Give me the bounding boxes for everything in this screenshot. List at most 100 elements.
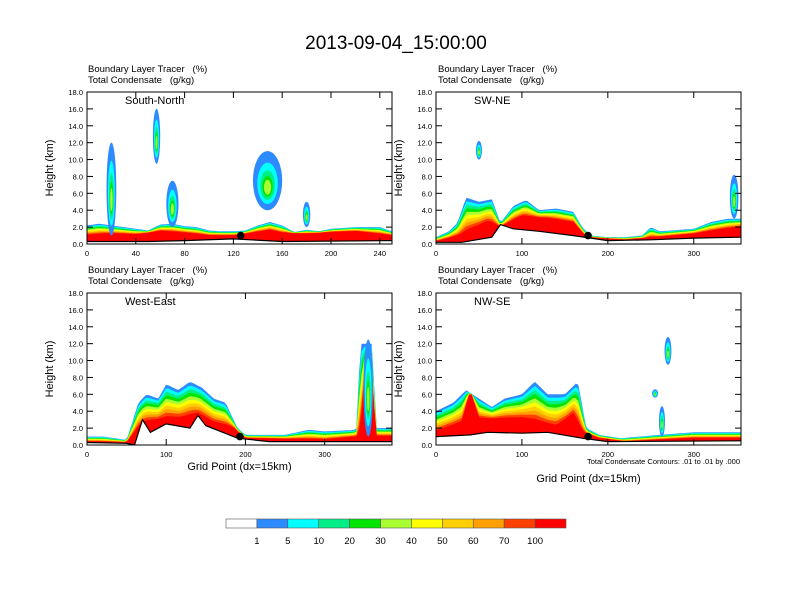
- x-tick-label: 300: [687, 450, 700, 459]
- y-tick-label: 12.0: [68, 139, 83, 148]
- colorbar-label: 5: [285, 536, 290, 547]
- x-tick-label: 0: [434, 249, 438, 258]
- colorbar-swatch: [318, 518, 350, 529]
- tracer-label: Boundary Layer Tracer (%): [88, 64, 208, 75]
- colorbar-swatch: [287, 518, 320, 529]
- y-tick-label: 18.0: [68, 289, 83, 298]
- colorbar-label: 60: [468, 536, 479, 547]
- colorbar-label: 50: [437, 536, 448, 547]
- x-tick-label: 240: [374, 249, 387, 258]
- colorbar-label: 1: [254, 536, 259, 547]
- colorbar-swatch: [349, 518, 381, 529]
- plume-4-level-5: [170, 203, 174, 215]
- y-tick-label: 4.0: [73, 407, 83, 416]
- x-tick-label: 0: [434, 450, 438, 459]
- x-tick-label: 100: [516, 450, 529, 459]
- y-tick-label: 16.0: [68, 306, 83, 315]
- x-tick-label: 120: [227, 249, 240, 258]
- y-tick-label: 0.0: [422, 240, 432, 249]
- y-tick-label: 0.0: [422, 441, 432, 450]
- y-tick-label: 18.0: [417, 88, 432, 97]
- x-tick-label: 300: [687, 249, 700, 258]
- panel-plot-area: [436, 140, 741, 244]
- x-tick-label: 300: [318, 450, 331, 459]
- y-tick-label: 10.0: [417, 357, 432, 366]
- condensate-label: Total Condensate (g/kg): [88, 75, 195, 86]
- terrain-fill: [436, 224, 741, 244]
- y-tick-label: 6.0: [73, 390, 83, 399]
- panel-plot-area: [87, 339, 392, 445]
- plume-2-level-5: [661, 420, 663, 429]
- colorbar-swatch: [472, 518, 505, 529]
- colorbar-label: 30: [375, 536, 386, 547]
- y-tick-label: 4.0: [422, 206, 432, 215]
- panel-header-sw-ne: Boundary Layer Tracer (%) Total Condensa…: [438, 64, 557, 86]
- panel-nw-se: 0.0 2.0 4.0 6.0 8.0 10.0 12.0 14.0 16.0 18.0 0 100 2…: [393, 289, 742, 459]
- colorbar-label: 10: [313, 536, 324, 547]
- plume-1-level-5: [733, 196, 736, 208]
- panel-name: SW-NE: [474, 95, 510, 107]
- x-axis-label-west-east: Grid Point (dx=15km): [187, 461, 292, 473]
- colorbar-label: 40: [406, 536, 417, 547]
- condensate-label: Total Condensate (g/kg): [438, 276, 545, 287]
- colorbar-swatch: [411, 518, 443, 529]
- plume-0-level-5: [367, 386, 370, 412]
- terrain-fill: [87, 238, 392, 244]
- y-tick-label: 6.0: [73, 189, 83, 198]
- x-tick-label: 160: [276, 249, 289, 258]
- y-tick-label: 14.0: [417, 323, 432, 332]
- condensate-label: Total Condensate (g/kg): [438, 75, 545, 86]
- x-tick-label: 100: [516, 249, 529, 258]
- y-tick-label: 0.0: [73, 240, 83, 249]
- plume-0-level-5: [110, 187, 113, 212]
- colorbar-swatch: [442, 518, 474, 529]
- y-axis-label: Height (km): [393, 341, 405, 398]
- panel-plot-area: [87, 108, 392, 244]
- y-axis-label: Height (km): [44, 341, 56, 398]
- y-tick-label: 12.0: [68, 340, 83, 349]
- plot-frame: [86, 292, 393, 446]
- plume-1-level-5: [654, 393, 656, 396]
- x-tick-label: 200: [602, 249, 615, 258]
- terrain-outline: [87, 238, 392, 243]
- panel-name: West-East: [125, 296, 176, 308]
- x-tick-label: 200: [325, 249, 338, 258]
- y-tick-label: 4.0: [73, 206, 83, 215]
- panel-south-north: 0.0 2.0 4.0 6.0 8.0 10.0 12.0 14.0 16.0 18.0 0 40 80…: [44, 88, 393, 258]
- y-tick-label: 16.0: [417, 306, 432, 315]
- colorbar-label: 70: [499, 536, 510, 547]
- terrain-outline: [436, 431, 741, 443]
- plume-3-level-5: [305, 214, 308, 221]
- y-tick-label: 2.0: [422, 424, 432, 433]
- y-tick-label: 0.0: [73, 441, 83, 450]
- y-axis-label: Height (km): [44, 140, 56, 197]
- x-tick-label: 0: [85, 249, 89, 258]
- x-tick-label: 80: [180, 249, 188, 258]
- location-marker: [236, 432, 244, 441]
- location-marker: [584, 231, 592, 240]
- y-tick-label: 8.0: [422, 172, 432, 181]
- panel-name: NW-SE: [474, 296, 510, 308]
- tracer-label: Boundary Layer Tracer (%): [438, 64, 558, 75]
- x-tick-label: 200: [602, 450, 615, 459]
- y-tick-label: 2.0: [73, 223, 83, 232]
- y-tick-label: 8.0: [73, 373, 83, 382]
- y-tick-label: 14.0: [68, 323, 83, 332]
- colorbar-swatch: [256, 518, 289, 529]
- colorbar-swatch: [534, 518, 567, 529]
- y-tick-label: 14.0: [68, 122, 83, 131]
- y-tick-label: 12.0: [417, 340, 432, 349]
- panel-header-south-north: Boundary Layer Tracer (%) Total Condensa…: [88, 64, 207, 86]
- x-tick-label: 0: [85, 450, 89, 459]
- plot-frame: [86, 91, 393, 245]
- tracer-layer-100: [436, 394, 741, 445]
- x-tick-label: 100: [160, 450, 173, 459]
- plume-1-level-5: [155, 135, 158, 150]
- plume-2-level-5: [263, 179, 272, 195]
- terrain-outline: [87, 414, 392, 445]
- tracer-layer-100: [87, 358, 392, 445]
- y-tick-label: 10.0: [68, 156, 83, 165]
- plume-0-level-5: [667, 350, 669, 358]
- colorbar-swatch: [503, 518, 536, 529]
- x-tick-label: 200: [239, 450, 252, 459]
